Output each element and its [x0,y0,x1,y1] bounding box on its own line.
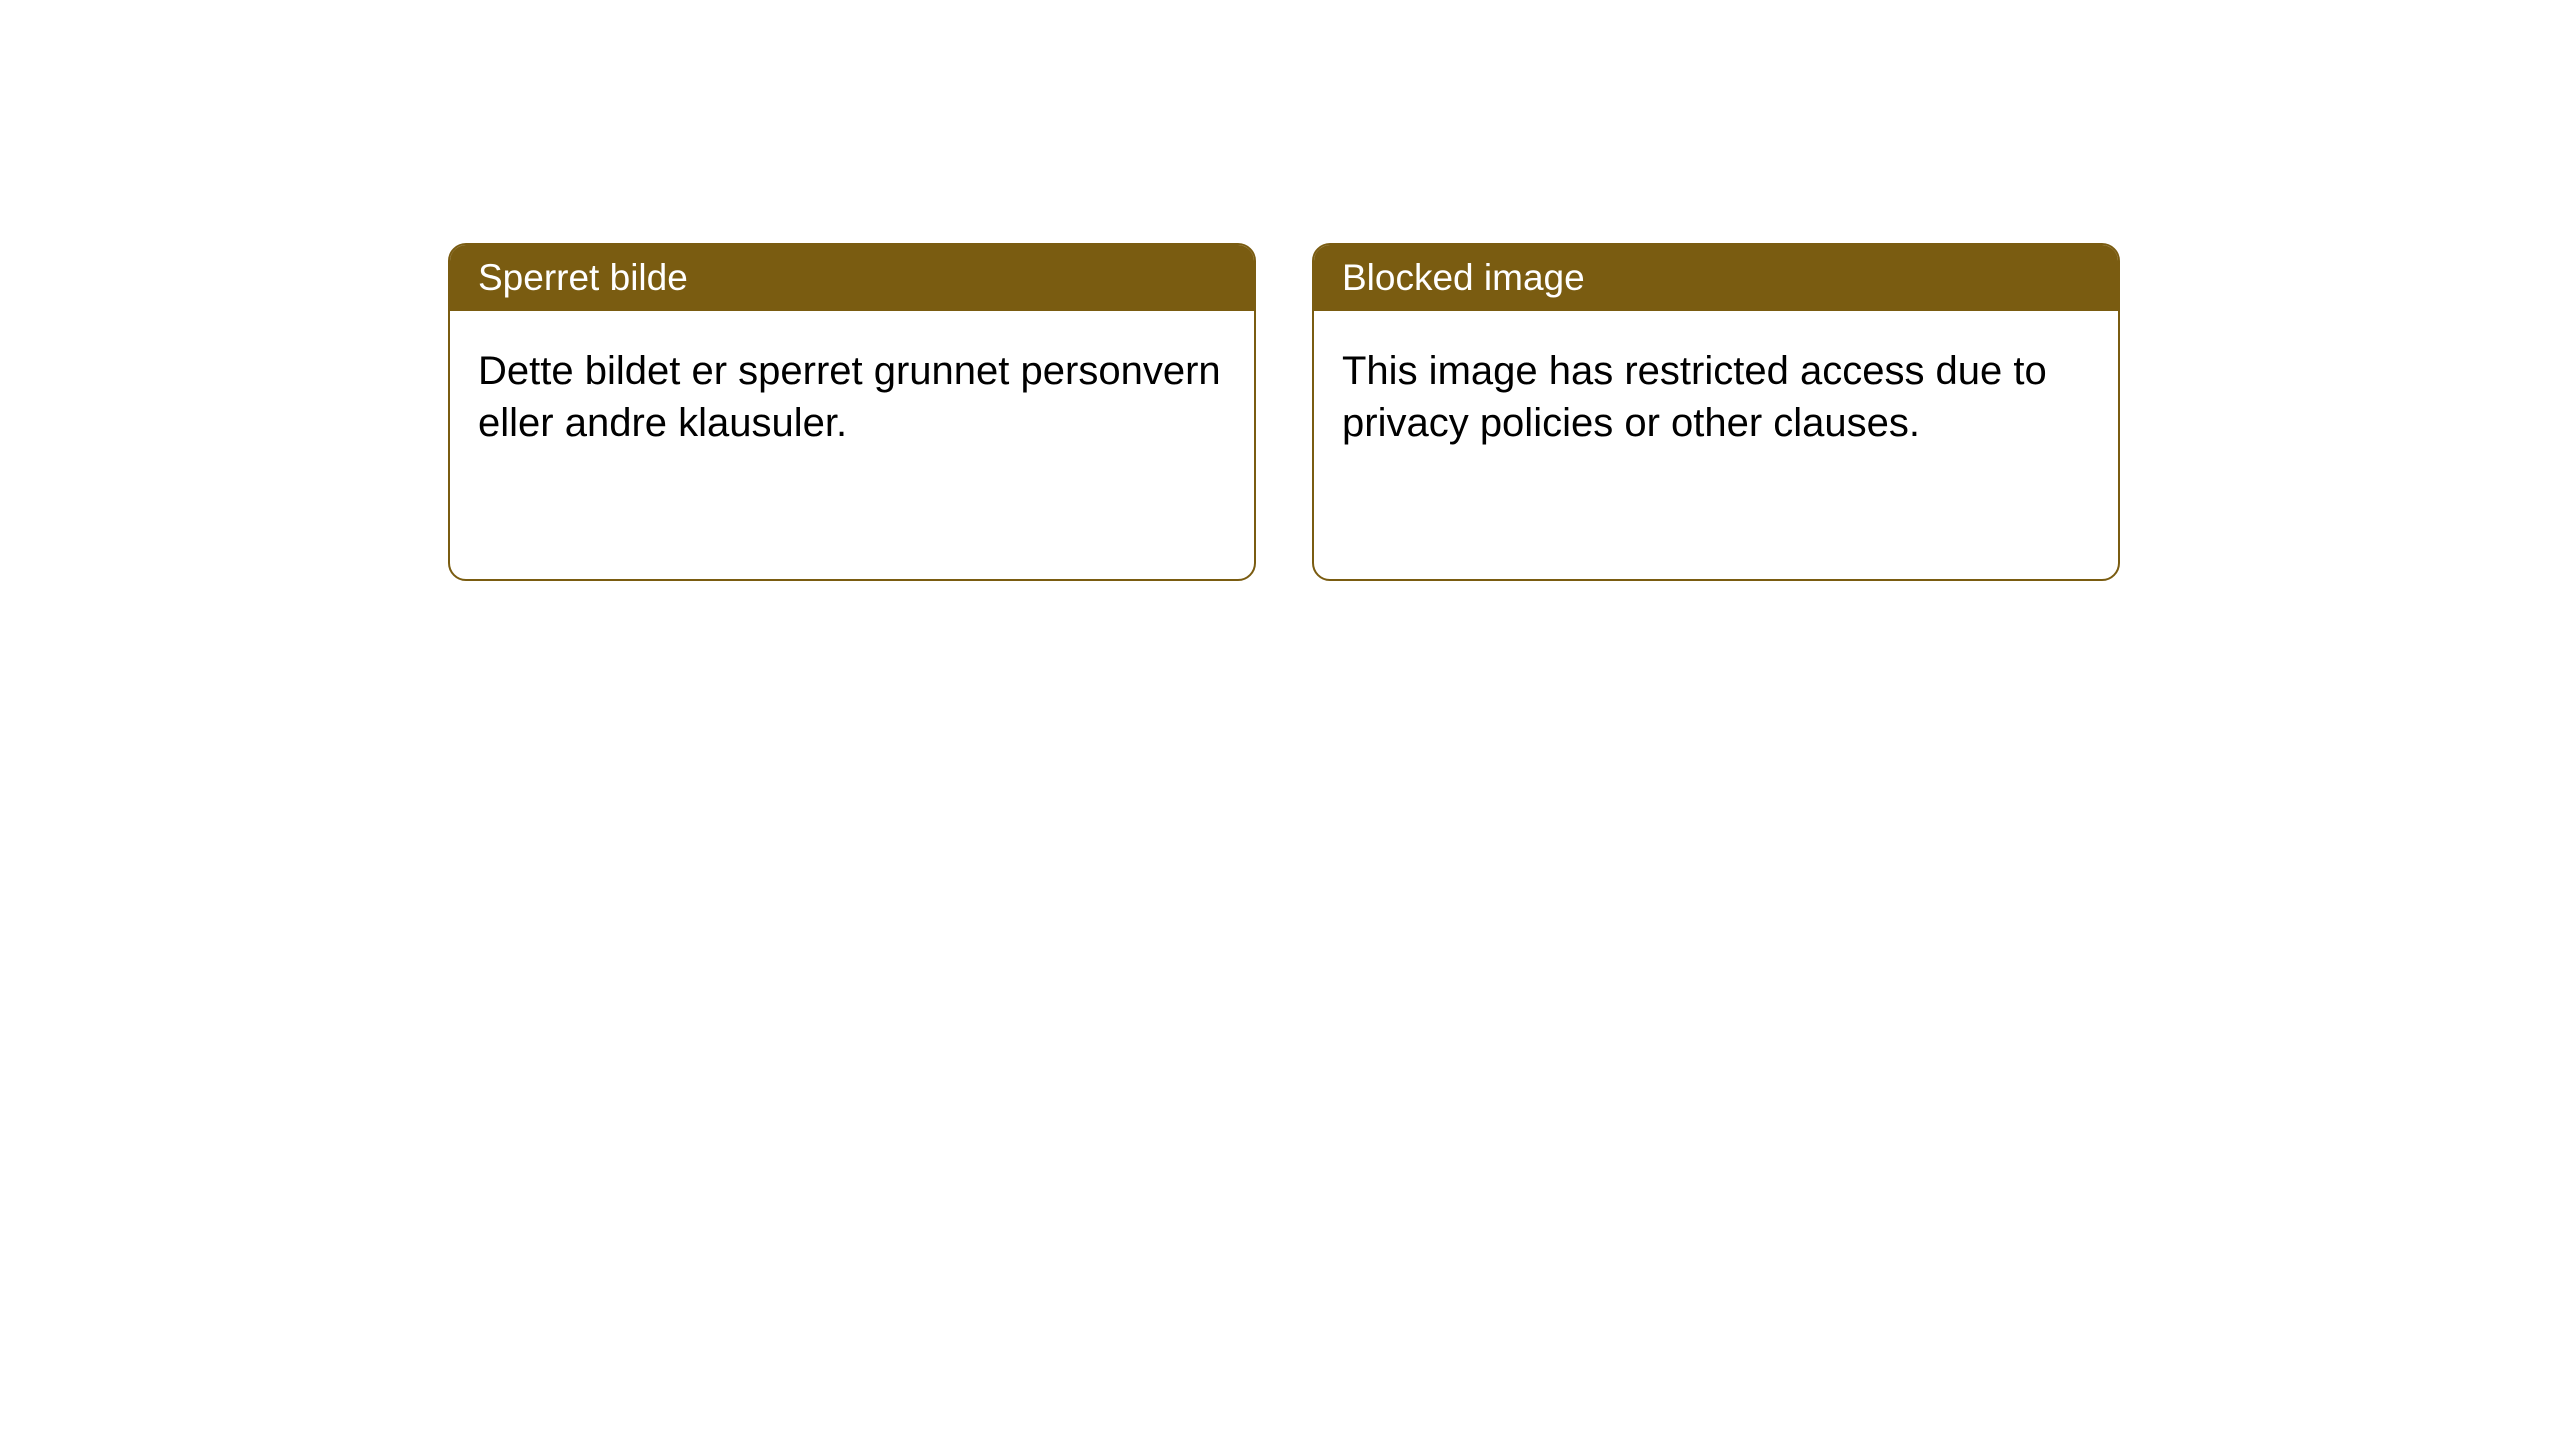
notice-text: This image has restricted access due to … [1342,349,2047,445]
notice-container: Sperret bilde Dette bildet er sperret gr… [448,243,2120,581]
notice-text: Dette bildet er sperret grunnet personve… [478,349,1221,445]
notice-header: Sperret bilde [450,245,1254,311]
notice-card-english: Blocked image This image has restricted … [1312,243,2120,581]
notice-card-norwegian: Sperret bilde Dette bildet er sperret gr… [448,243,1256,581]
notice-title: Sperret bilde [478,257,688,298]
notice-body: Dette bildet er sperret grunnet personve… [450,311,1254,483]
notice-body: This image has restricted access due to … [1314,311,2118,483]
notice-header: Blocked image [1314,245,2118,311]
notice-title: Blocked image [1342,257,1585,298]
